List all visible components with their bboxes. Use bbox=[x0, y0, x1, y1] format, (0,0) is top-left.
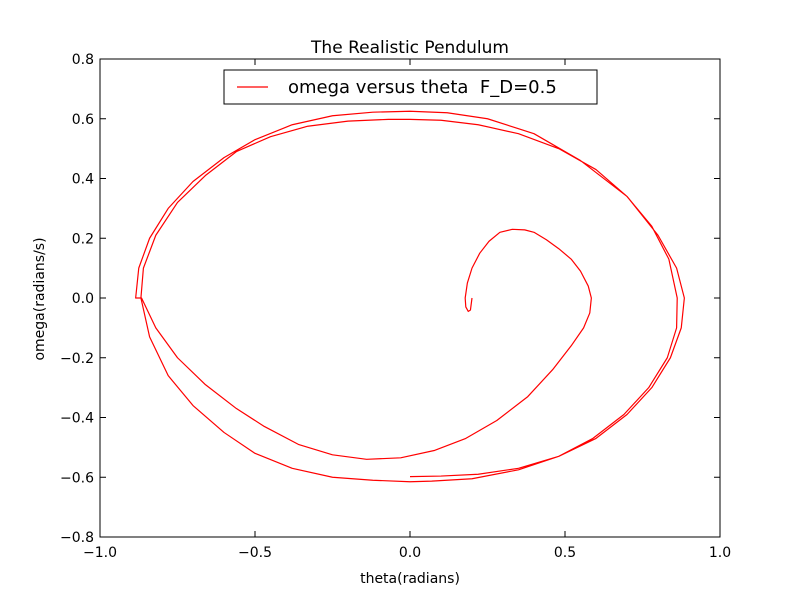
y-tick-label: 0.2 bbox=[72, 231, 94, 247]
x-tick-label: −1.0 bbox=[83, 545, 117, 561]
y-tick-label: −0.8 bbox=[60, 530, 94, 546]
plot-area: −1.0 −0.5 0.0 0.5 1.0 −0.8 −0.6 −0.4 −0.2 0.0 0.2 0… bbox=[60, 52, 731, 561]
x-axis-title: theta(radians) bbox=[360, 571, 460, 587]
x-tick-label: 0.0 bbox=[399, 545, 421, 561]
y-tick-label: −0.6 bbox=[60, 470, 94, 486]
y-axis-title: omega(radians/s) bbox=[32, 237, 48, 360]
plot-frame bbox=[99, 58, 721, 538]
legend-box bbox=[223, 69, 598, 105]
x-tick-label: 1.0 bbox=[709, 545, 731, 561]
y-tick-label: 0.0 bbox=[72, 291, 94, 307]
legend-label: omega versus theta F_D=0.5 bbox=[288, 77, 557, 98]
series-line-0 bbox=[135, 110, 685, 483]
y-tick-label: −0.4 bbox=[60, 411, 94, 427]
y-tick-label: −0.2 bbox=[60, 351, 94, 367]
x-tick-label: 0.5 bbox=[554, 545, 576, 561]
chart-title: The Realistic Pendulum bbox=[310, 38, 509, 58]
y-tick-label: 0.8 bbox=[72, 52, 94, 68]
y-tick-label: 0.4 bbox=[72, 172, 94, 188]
y-tick-label: 0.6 bbox=[72, 112, 94, 128]
x-tick-label: −0.5 bbox=[238, 545, 272, 561]
